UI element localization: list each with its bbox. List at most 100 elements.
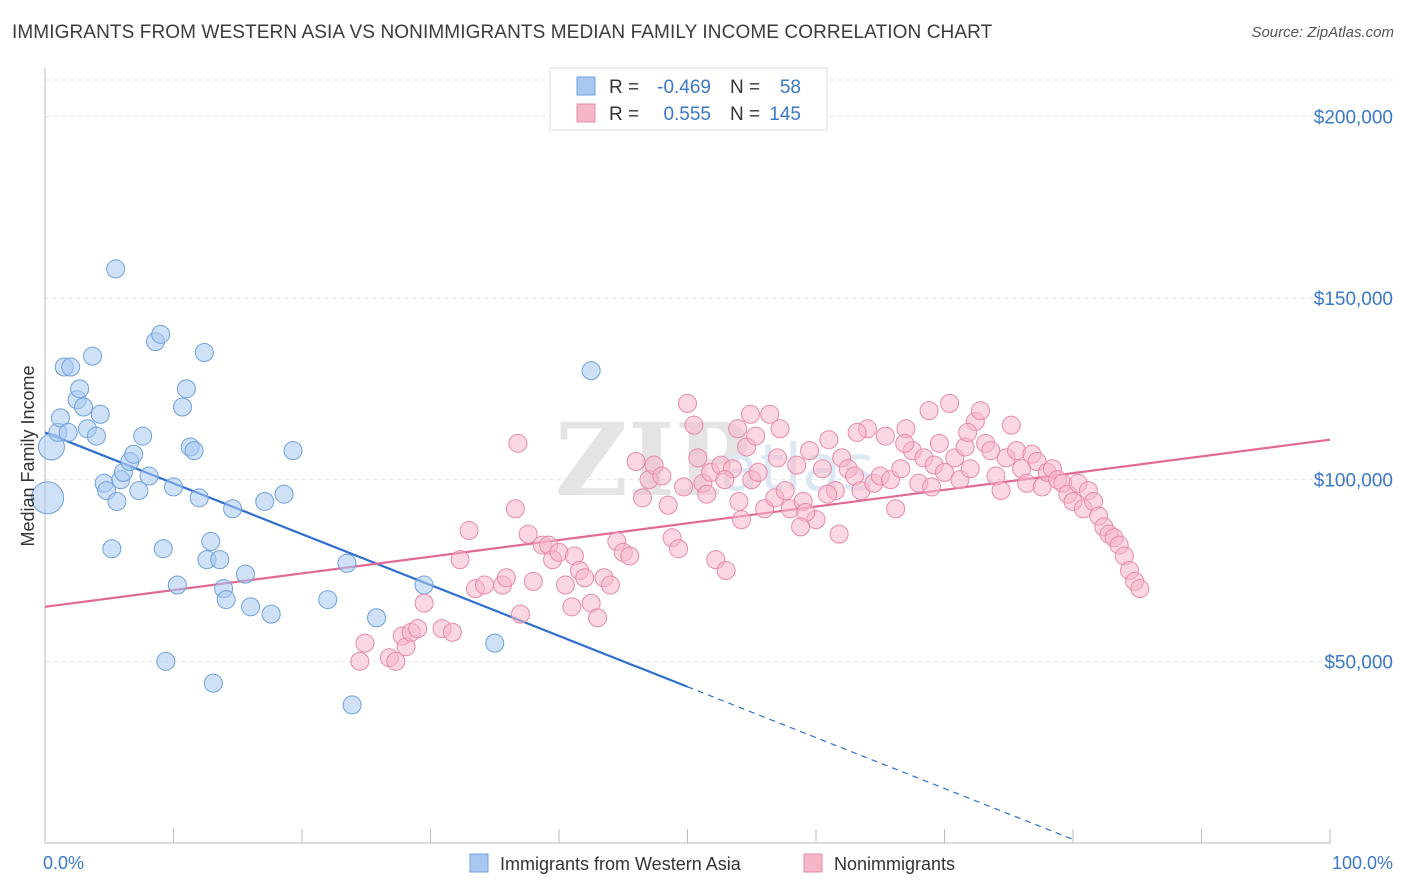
point-nonimmigrants-1 [355, 633, 375, 653]
point-immigrants-28 [156, 651, 176, 671]
point-immigrants-21 [124, 444, 144, 464]
legend-box [549, 67, 828, 131]
point-nonimmigrants-132 [922, 477, 942, 497]
point-immigrants-39 [203, 673, 223, 693]
point-nonimmigrants-30 [575, 568, 595, 588]
point-immigrants-36 [194, 343, 214, 362]
point-nonimmigrants-45 [669, 539, 689, 559]
x-tick-label-start: 0.0% [43, 853, 84, 873]
y-tick-label-1: $100,000 [1314, 471, 1393, 492]
bottom-legend-swatch-immigrants [469, 853, 489, 873]
source-label: Source: ZipAtlas.com [1251, 24, 1394, 41]
point-nonimmigrants-72 [819, 430, 839, 450]
x-tick-label-end: 100.0% [1332, 853, 1393, 873]
point-immigrants-53 [367, 608, 387, 628]
point-nonimmigrants-7 [408, 619, 428, 639]
point-nonimmigrants-64 [770, 419, 790, 439]
y-tick-label-3: $200,000 [1314, 107, 1393, 128]
point-immigrants-23 [133, 426, 153, 446]
point-immigrants-27 [153, 539, 173, 559]
point-nonimmigrants-138 [791, 517, 811, 537]
point-nonimmigrants-84 [891, 459, 911, 479]
point-immigrants-45 [241, 597, 261, 617]
point-immigrants-51 [337, 553, 357, 573]
point-nonimmigrants-14 [474, 575, 494, 595]
y-tick-labels: $50,000 $100,000 $150,000 $200,000 [1314, 107, 1393, 673]
point-nonimmigrants-133 [895, 433, 915, 453]
point-immigrants-35 [189, 488, 209, 508]
point-nonimmigrants-47 [678, 393, 697, 413]
data-points [31, 259, 1150, 715]
point-nonimmigrants-140 [746, 426, 766, 446]
point-immigrants-47 [261, 604, 281, 624]
point-nonimmigrants-37 [620, 546, 640, 566]
point-nonimmigrants-139 [767, 448, 787, 468]
point-nonimmigrants-25 [549, 542, 569, 562]
point-nonimmigrants-48 [684, 415, 704, 435]
point-immigrants-55 [485, 633, 505, 653]
point-nonimmigrants-34 [600, 575, 620, 595]
point-immigrants-31 [172, 397, 192, 417]
point-nonimmigrants-49 [688, 448, 708, 468]
point-immigrants-50 [318, 590, 338, 610]
point-immigrants-54 [414, 575, 434, 595]
point-nonimmigrants-46 [674, 477, 694, 497]
legend-n-label-1: N = [730, 77, 760, 98]
point-nonimmigrants-18 [508, 433, 528, 453]
point-nonimmigrants-108 [1017, 473, 1037, 493]
point-nonimmigrants-43 [658, 495, 678, 515]
point-immigrants-42 [216, 590, 236, 610]
point-nonimmigrants-56 [729, 491, 749, 511]
point-immigrants-9 [74, 397, 94, 417]
point-nonimmigrants-99 [970, 401, 990, 421]
point-nonimmigrants-10 [442, 622, 462, 642]
point-nonimmigrants-103 [991, 481, 1011, 501]
point-nonimmigrants-0 [350, 651, 370, 671]
point-nonimmigrants-93 [940, 393, 960, 413]
legend: R = -0.469 N = 58 R = 0.555 N = 145 [549, 67, 828, 131]
point-immigrants-24 [139, 466, 159, 486]
point-immigrants-22 [129, 481, 149, 501]
point-nonimmigrants-60 [748, 462, 768, 482]
point-nonimmigrants-105 [1001, 415, 1021, 435]
bottom-legend: Immigrants from Western Asia Nonimmigran… [469, 853, 955, 874]
bottom-legend-label-immigrants: Immigrants from Western Asia [500, 854, 742, 874]
point-nonimmigrants-89 [919, 401, 939, 421]
legend-r-label-2: R = [609, 104, 639, 125]
trendline-immigrants-extension [687, 686, 1074, 840]
point-immigrants-40 [210, 550, 230, 570]
point-nonimmigrants-134 [847, 422, 867, 442]
legend-n-value-1: 58 [780, 77, 801, 98]
point-nonimmigrants-71 [812, 459, 832, 479]
point-nonimmigrants-12 [459, 521, 479, 541]
legend-n-label-2: N = [730, 104, 760, 125]
point-nonimmigrants-65 [775, 481, 795, 501]
point-immigrants-29 [164, 477, 183, 497]
point-nonimmigrants-17 [505, 499, 525, 519]
point-nonimmigrants-62 [760, 404, 780, 424]
point-nonimmigrants-27 [562, 597, 582, 617]
point-nonimmigrants-97 [960, 459, 980, 479]
point-nonimmigrants-38 [626, 452, 646, 471]
y-tick-label-2: $150,000 [1314, 289, 1393, 310]
point-nonimmigrants-101 [981, 441, 1001, 461]
point-nonimmigrants-136 [818, 484, 838, 504]
point-immigrants-57 [106, 259, 126, 279]
point-nonimmigrants-8 [414, 593, 434, 613]
point-nonimmigrants-81 [875, 426, 895, 446]
point-immigrants-8 [70, 379, 90, 399]
point-nonimmigrants-32 [588, 608, 608, 628]
point-immigrants-11 [83, 346, 103, 366]
point-immigrants-49 [283, 441, 303, 461]
point-nonimmigrants-144 [697, 484, 717, 504]
point-immigrants-30 [167, 575, 187, 595]
point-nonimmigrants-3 [386, 651, 406, 671]
point-nonimmigrants-83 [886, 499, 906, 519]
bottom-legend-swatch-nonimmigrants [803, 853, 823, 873]
point-immigrants-12 [86, 426, 106, 446]
point-nonimmigrants-11 [450, 550, 470, 570]
point-nonimmigrants-26 [555, 575, 575, 595]
point-nonimmigrants-130 [1130, 579, 1150, 599]
y-tick-label-0: $50,000 [1324, 652, 1393, 673]
